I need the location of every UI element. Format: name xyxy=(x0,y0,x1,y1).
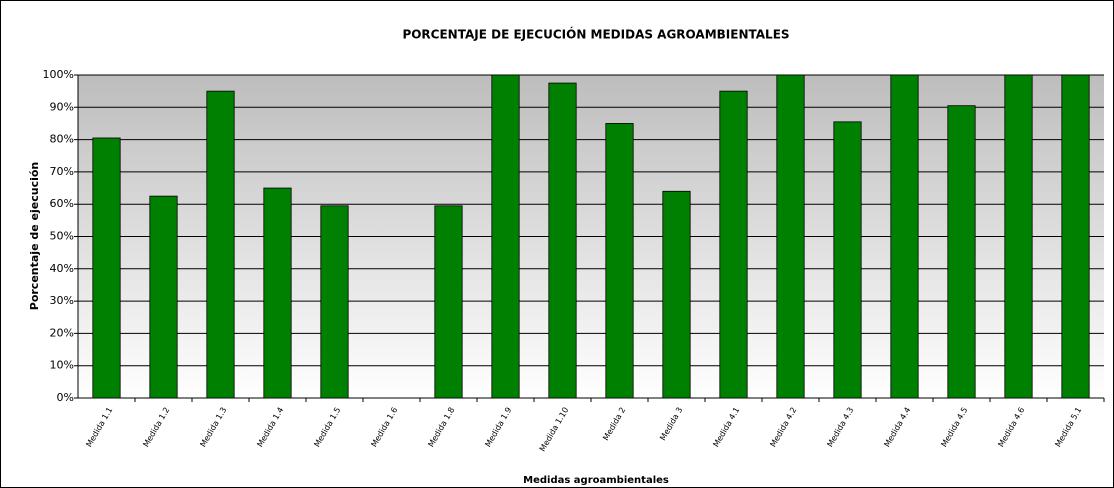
y-tick-label: 80% xyxy=(50,133,74,146)
y-tick-label: 20% xyxy=(50,326,74,339)
bar xyxy=(776,74,805,399)
x-axis-title: Medidas agroambientales xyxy=(523,475,669,486)
bar xyxy=(605,123,634,399)
bar xyxy=(947,105,976,399)
y-tick-label: 30% xyxy=(50,294,74,307)
bar xyxy=(491,74,520,399)
bar xyxy=(548,82,577,399)
bar xyxy=(833,121,862,399)
y-tick-label: 90% xyxy=(50,100,74,113)
bar xyxy=(206,90,235,399)
y-axis-title: Porcentaje de ejecución xyxy=(28,162,41,310)
bar xyxy=(1004,74,1033,399)
y-tick-label: 70% xyxy=(50,165,74,178)
y-tick-label: 0% xyxy=(57,391,74,404)
bar xyxy=(263,187,292,399)
bar xyxy=(434,205,463,399)
y-tick-label: 40% xyxy=(50,262,74,275)
y-tick-label: 60% xyxy=(50,197,74,210)
bar xyxy=(662,190,691,399)
bar xyxy=(719,90,748,399)
y-tick-label: 100% xyxy=(43,68,74,81)
chart-title: PORCENTAJE DE EJECUCIÓN MEDIDAS AGROAMBI… xyxy=(402,27,789,42)
bar xyxy=(890,74,919,399)
bar xyxy=(92,137,121,399)
bar xyxy=(1061,74,1090,399)
y-tick-label: 10% xyxy=(50,359,74,372)
bar xyxy=(320,205,349,399)
bar xyxy=(149,195,178,399)
y-tick-label: 50% xyxy=(50,230,74,243)
